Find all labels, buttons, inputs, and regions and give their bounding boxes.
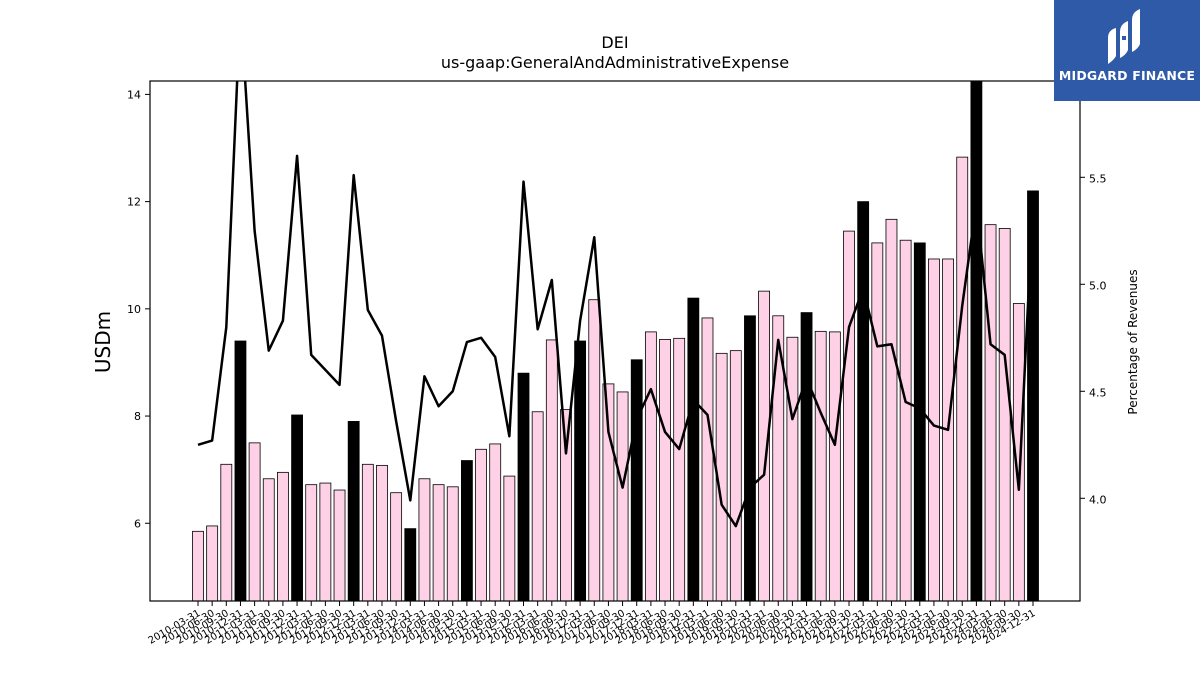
bar-2013-06-30 xyxy=(376,464,388,601)
bar-2017-09-30 xyxy=(616,391,629,601)
bar-2020-09-30 xyxy=(786,336,799,601)
bar-2016-06-30 xyxy=(545,339,558,601)
bar-2024-12-31 xyxy=(1027,190,1039,601)
bar-2013-09-30 xyxy=(390,492,403,601)
bar-2016-09-30 xyxy=(560,409,572,601)
bar-2017-06-30 xyxy=(602,383,615,601)
bar-2022-09-30 xyxy=(899,239,912,601)
y-tick-label-left: 14 xyxy=(127,88,141,101)
bar-2016-12-31 xyxy=(574,340,587,601)
bar-2011-06-30 xyxy=(262,478,275,601)
bar-2022-06-30 xyxy=(885,218,898,601)
bar-2012-09-30 xyxy=(333,489,346,601)
bar-2012-06-30 xyxy=(319,482,332,601)
bar-2016-03-31 xyxy=(531,411,544,601)
bar-2018-09-30 xyxy=(673,337,686,601)
bar-2018-12-31 xyxy=(687,297,700,601)
y-axis-label-right: Percentage of Revenues xyxy=(1126,269,1140,414)
y-tick-label-right: 5.5 xyxy=(1089,172,1107,185)
bar-2019-12-31 xyxy=(744,315,756,601)
axes: 681012144.04.55.05.52010-03-312010-06-30… xyxy=(127,80,1107,647)
bars xyxy=(192,81,1039,601)
logo-badge: MIDGARD FINANCE xyxy=(1054,0,1200,101)
logo-mark-icon xyxy=(1108,9,1140,64)
y-tick-label-right: 4.0 xyxy=(1089,493,1107,506)
bar-2015-06-30 xyxy=(489,443,502,601)
bar-2022-12-31 xyxy=(913,242,926,601)
bar-2023-09-30 xyxy=(956,156,969,601)
y-axis-label-left: USDm xyxy=(91,311,115,373)
y-tick-label-right: 4.5 xyxy=(1089,386,1107,399)
bar-2021-06-30 xyxy=(828,331,841,601)
bar-2021-09-30 xyxy=(843,230,855,601)
y-tick-label-left: 6 xyxy=(134,517,141,530)
y-tick-label-left: 12 xyxy=(127,196,141,209)
bar-2015-09-30 xyxy=(503,475,516,601)
chart-title: DEI xyxy=(601,33,628,52)
bar-2011-03-31 xyxy=(248,442,261,601)
bar-2020-06-30 xyxy=(772,315,785,601)
bar-2015-03-31 xyxy=(475,448,487,601)
bar-2010-12-31 xyxy=(234,340,247,601)
bar-2024-09-30 xyxy=(1012,303,1025,601)
bar-2011-09-30 xyxy=(277,471,289,601)
bar-2011-12-31 xyxy=(291,414,303,601)
bar-2019-09-30 xyxy=(729,350,742,601)
bar-2018-06-30 xyxy=(659,338,671,601)
y-tick-label-left: 8 xyxy=(134,410,141,423)
chart-subtitle: us-gaap:GeneralAndAdministrativeExpense xyxy=(441,53,789,72)
bar-2021-12-31 xyxy=(857,201,870,601)
bar-2010-03-31 xyxy=(192,530,204,601)
bar-2014-03-31 xyxy=(418,478,431,601)
bar-2019-03-31 xyxy=(701,317,714,601)
bar-2014-09-30 xyxy=(446,486,459,601)
bar-2010-06-30 xyxy=(206,525,219,601)
bar-2020-12-31 xyxy=(800,312,813,601)
bar-2014-12-31 xyxy=(460,460,473,601)
bar-2023-03-31 xyxy=(928,258,940,601)
y-tick-label-right: 5.0 xyxy=(1089,279,1107,292)
line-layer xyxy=(197,81,1035,528)
bar-2021-03-31 xyxy=(814,330,827,601)
bar-2024-03-31 xyxy=(984,224,997,601)
bar-2010-09-30 xyxy=(220,463,233,601)
bar-2020-03-31 xyxy=(758,290,770,601)
plot-frame xyxy=(149,80,1081,602)
bar-2015-12-31 xyxy=(517,372,530,601)
bar-2022-03-31 xyxy=(871,242,884,601)
line-percentage-of-revenues xyxy=(197,81,1035,528)
logo-text: MIDGARD FINANCE xyxy=(1058,68,1196,83)
bar-2012-03-31 xyxy=(305,484,318,601)
bar-2018-03-31 xyxy=(644,331,657,601)
bar-2024-06-30 xyxy=(998,228,1011,601)
bar-2017-03-31 xyxy=(588,299,601,601)
bar-2014-06-30 xyxy=(432,484,445,601)
bar-2023-12-31 xyxy=(970,81,983,601)
bar-2012-12-31 xyxy=(347,421,360,601)
y-tick-label-left: 10 xyxy=(127,303,141,316)
bar-2013-12-31 xyxy=(404,528,417,601)
bar-2017-12-31 xyxy=(630,359,643,601)
bar-2013-03-31 xyxy=(361,463,374,601)
